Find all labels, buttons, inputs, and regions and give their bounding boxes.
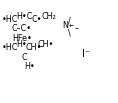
Text: \: \ <box>68 28 71 37</box>
Text: C•: C• <box>31 15 42 24</box>
Text: C: C <box>21 53 27 62</box>
Text: CH•: CH• <box>25 43 41 52</box>
Text: HFe•: HFe• <box>12 34 32 43</box>
Text: H•: H• <box>16 40 27 49</box>
Text: N: N <box>62 21 68 30</box>
Text: –: – <box>70 21 74 30</box>
Text: +: + <box>67 23 72 28</box>
Text: CH•: CH• <box>38 40 54 49</box>
Text: –: – <box>75 24 79 33</box>
Text: C–C•: C–C• <box>11 24 31 33</box>
Text: CH₂: CH₂ <box>42 12 57 21</box>
Text: H•: H• <box>24 62 35 71</box>
Text: I⁻: I⁻ <box>82 49 90 59</box>
Text: /: / <box>68 16 71 25</box>
Text: •HC: •HC <box>2 15 18 24</box>
Text: H•C: H•C <box>16 12 32 21</box>
Text: •HC: •HC <box>2 43 18 52</box>
